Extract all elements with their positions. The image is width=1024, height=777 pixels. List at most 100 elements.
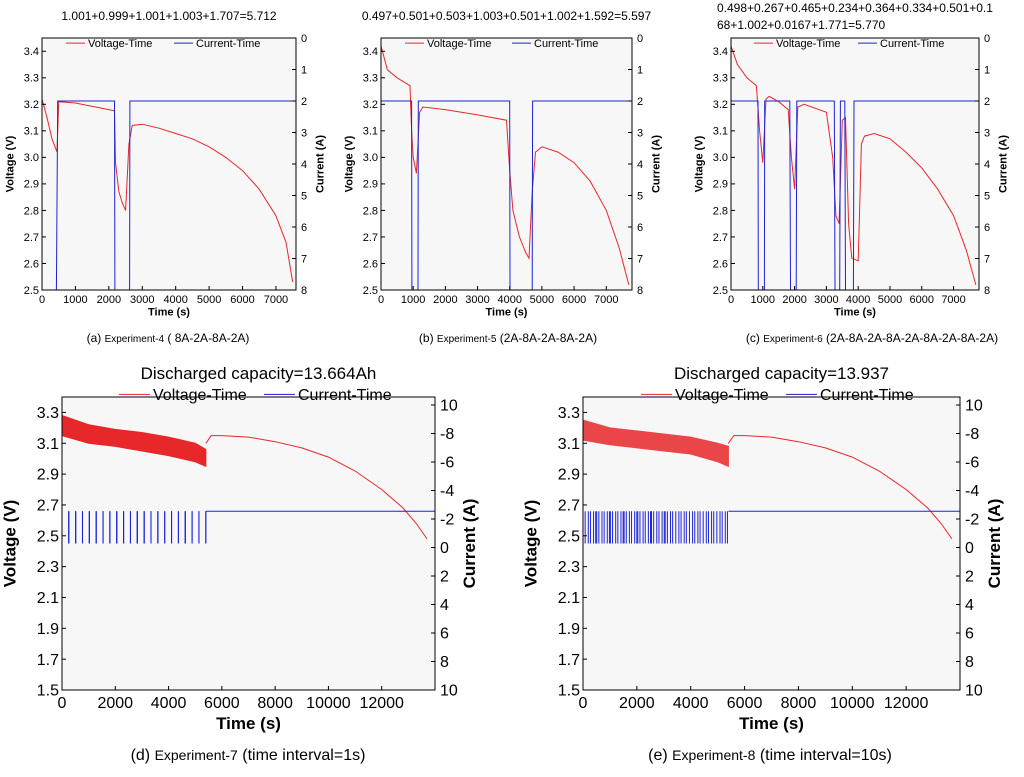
voltage-line <box>205 435 428 540</box>
caption-prefix: (e) <box>648 747 672 764</box>
y2-tick-label: 0 <box>965 540 974 557</box>
x-tick-label: 4000 <box>497 294 521 306</box>
y-axis-label: Voltage (V) <box>1 500 20 588</box>
y-tick-label: 2.1 <box>558 590 580 607</box>
x-tick-label: 5000 <box>530 294 554 306</box>
plot-area <box>381 38 632 290</box>
y2-tick-label: 10 <box>965 683 983 700</box>
legend-voltage-label: Voltage-Time <box>675 387 769 404</box>
legend-current-label: Current-Time <box>534 38 598 50</box>
legend-voltage-label: Voltage-Time <box>427 38 491 50</box>
x-tick-label: 0 <box>378 294 384 306</box>
voltage-pulse-band <box>62 414 207 468</box>
chart-panel-a: 0 1000 2000 3000 4000 5000 6000 7000 2.5 2.6 2.7 2.… <box>4 9 326 345</box>
chart-title: Discharged capacity=13.937 <box>674 364 889 383</box>
y-tick-label: 3.3 <box>363 73 378 85</box>
y2-tick-label: 8 <box>637 285 643 297</box>
figure-caption: (a) Experiment-4 ( 8A-2A-8A-2A) <box>87 331 250 345</box>
y2-tick-label: -6 <box>965 455 979 472</box>
x-axis-label: Time (s) <box>216 714 281 733</box>
x-tick-label: 4000 <box>151 695 187 712</box>
series-group <box>731 45 979 290</box>
caption-experiment: Experiment-6 <box>763 334 823 345</box>
y2-tick-label: 4 <box>965 597 974 614</box>
y2-tick-label: 3 <box>637 127 643 139</box>
y2-tick-label: 8 <box>301 285 307 297</box>
plot-area <box>731 38 979 290</box>
x-axis-label: Time (s) <box>739 714 804 733</box>
chart-panel-b: 0 1000 2000 3000 4000 5000 6000 7000 2.5 2.6 2.7 2.… <box>343 9 662 345</box>
x-tick-label: 5000 <box>197 294 221 306</box>
x-tick-label: 3000 <box>465 294 489 306</box>
y-tick-label: 1.5 <box>37 683 59 700</box>
caption-detail: (time interval=10s) <box>755 747 892 764</box>
y-tick-label: 1.7 <box>558 652 580 669</box>
y2-tick-label: 8 <box>984 285 990 297</box>
y-tick-label: 2.5 <box>558 528 580 545</box>
y2-tick-label: 10 <box>440 683 458 700</box>
chart-title-line1: 0.498+0.267+0.465+0.234+0.364+0.334+0.50… <box>717 1 993 15</box>
y2-tick-label: 5 <box>301 190 307 202</box>
y2-tick-label: 8 <box>440 654 449 671</box>
figure-caption: (b) Experiment-5 (2A-8A-2A-8A-2A) <box>419 331 597 345</box>
caption-experiment: Experiment-5 <box>437 334 497 345</box>
y-tick-label: 2.8 <box>363 205 378 217</box>
x-tick-label: 1000 <box>751 294 775 306</box>
y2-tick-label: 6 <box>637 222 643 234</box>
figure-caption: (e) Experiment-8 (time interval=10s) <box>648 747 892 764</box>
chart-panel-d: 0 2000 4000 6000 8000 10000 12000 1.5 1.7 1.9 2.1 2… <box>1 364 479 764</box>
y2-tick-label: 4 <box>440 597 449 614</box>
chart-title-line2: 68+1.002+0.0167+1.771=5.770 <box>717 18 885 32</box>
x-tick-label: 8000 <box>257 695 293 712</box>
x-axis-label: Time (s) <box>486 306 528 318</box>
y-axis-label: Voltage (V) <box>522 500 541 588</box>
y-tick-label: 2.9 <box>363 179 378 191</box>
voltage-line <box>42 98 294 283</box>
y2-tick-label: 10 <box>965 398 983 415</box>
voltage-pulse-band <box>583 419 729 468</box>
x-tick-label: 0 <box>58 695 67 712</box>
x-axis-label: Time (s) <box>834 306 876 318</box>
x-tick-label: 0 <box>39 294 45 306</box>
y2-tick-label: 10 <box>440 398 458 415</box>
y2-tick-label: 7 <box>984 253 990 265</box>
y2-axis-label: Current (A) <box>985 499 1004 589</box>
x-tick-label: 4000 <box>163 294 187 306</box>
y2-tick-label: 8 <box>965 654 974 671</box>
y-tick-label: 3.4 <box>363 46 378 58</box>
x-tick-label: 0 <box>579 695 588 712</box>
y2-tick-label: -4 <box>965 483 979 500</box>
caption-detail: (time interval=1s) <box>238 747 366 764</box>
y-tick-label: 2.7 <box>37 498 59 515</box>
x-tick-label: 4000 <box>846 294 870 306</box>
x-tick-label: 1000 <box>63 294 87 306</box>
series-group <box>62 414 435 544</box>
x-tick-label: 12000 <box>359 695 404 712</box>
legend-current-label: Current-Time <box>820 387 914 404</box>
y2-tick-label: 1 <box>637 64 643 76</box>
series-group <box>381 45 632 290</box>
x-tick-label: 4000 <box>673 695 709 712</box>
voltage-line <box>731 45 977 285</box>
y2-tick-label: 3 <box>984 127 990 139</box>
y-tick-label: 3.1 <box>558 436 580 453</box>
y-tick-label: 2.9 <box>713 179 728 191</box>
y2-tick-label: 0 <box>984 33 990 45</box>
y-tick-label: 2.7 <box>24 232 39 244</box>
y-tick-label: 3.0 <box>24 152 39 164</box>
y-tick-label: 2.3 <box>558 559 580 576</box>
y2-tick-label: 4 <box>984 159 990 171</box>
y-tick-label: 2.9 <box>558 467 580 484</box>
y2-tick-label: 5 <box>984 190 990 202</box>
x-tick-label: 6000 <box>910 294 934 306</box>
legend-voltage-label: Voltage-Time <box>153 387 247 404</box>
series-group <box>583 419 960 544</box>
y-tick-label: 2.7 <box>363 232 378 244</box>
y-tick-label: 3.0 <box>363 152 378 164</box>
chart-panel-c: 0 1000 2000 3000 4000 5000 6000 7000 2.5 2.6 2.7 2.… <box>693 1 1009 345</box>
y-tick-label: 2.1 <box>37 590 59 607</box>
chart-panel-e: 0 2000 4000 6000 8000 10000 12000 1.5 1.7 1.9 2.1 2… <box>522 364 1004 764</box>
y-tick-label: 1.7 <box>37 652 59 669</box>
y-tick-label: 2.5 <box>713 285 728 297</box>
chart-title: 1.001+0.999+1.001+1.003+1.707=5.712 <box>61 9 277 23</box>
